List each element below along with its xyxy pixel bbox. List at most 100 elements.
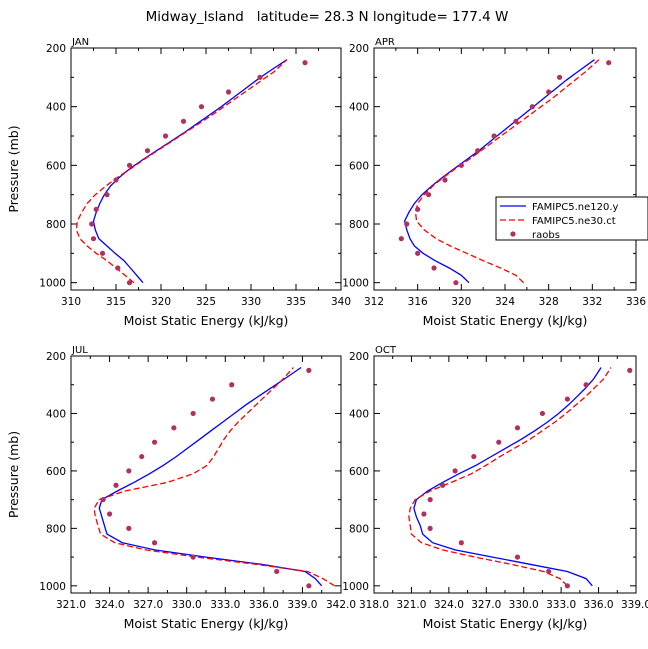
raobs-data-point: [151, 439, 158, 445]
x-tick-label: 325: [196, 296, 216, 308]
x-tick-label: 330.0: [509, 599, 539, 611]
y-tick-label: 400: [349, 408, 369, 420]
x-tick-label: 333.0: [546, 599, 576, 611]
panel-title: OCT: [375, 345, 397, 356]
x-tick-label: 324.0: [434, 599, 464, 611]
raobs-data-point: [162, 133, 169, 139]
raobs-data-point: [427, 497, 433, 503]
raobs-data-point: [180, 118, 187, 124]
legend-box: [495, 196, 648, 241]
x-axis-label: Moist Static Energy (kJ/kg): [124, 313, 289, 328]
raobs-data-point: [627, 367, 633, 373]
raobs-data-point: [190, 554, 196, 560]
raobs-data-point: [556, 74, 563, 80]
raobs-data-point: [104, 192, 110, 198]
y-tick-label: 600: [349, 160, 369, 172]
y-tick-label: 800: [46, 523, 66, 535]
series-line-ne30: [75, 59, 288, 284]
series-line-ne30: [408, 367, 612, 587]
chart-panel-apr: APR 312 316 320 324 328 332 336 200 400 600 800 1000…: [342, 37, 646, 328]
panel-title: JUL: [71, 345, 88, 356]
y-tick-label: 200: [46, 43, 66, 55]
x-tick-label: 318.0: [359, 599, 389, 611]
x-tick-label: 340: [331, 296, 351, 308]
x-tick-label: 324: [495, 296, 515, 308]
raobs-data-point: [106, 511, 113, 517]
y-tick-label: 600: [46, 466, 66, 478]
y-tick-label: 600: [349, 466, 369, 478]
x-tick-label: 328: [539, 296, 559, 308]
x-tick-label: 315: [106, 296, 126, 308]
x-tick-label: 321.0: [396, 599, 426, 611]
raobs-data-point: [190, 410, 196, 417]
x-tick-label: 333.0: [210, 599, 240, 611]
series-line-ne120: [92, 59, 288, 284]
raobs-data-point: [126, 525, 132, 531]
raobs-data-point: [539, 410, 546, 417]
series-line-ne30: [414, 59, 600, 284]
y-tick-label: 800: [46, 219, 66, 231]
x-tick-label: 339.0: [621, 599, 648, 611]
panel-title: APR: [375, 37, 395, 48]
y-tick-label: 200: [349, 351, 369, 363]
chart-panel-jul: JUL 321.0 324.0 327.0 330.0 333.0 336.0 339.0 34…: [6, 345, 356, 631]
raobs-data-point: [398, 236, 404, 242]
raobs-data-point: [421, 511, 427, 517]
y-tick-label: 200: [46, 351, 66, 363]
raobs-data-point: [113, 482, 119, 488]
raobs-data-point: [583, 382, 589, 388]
raobs-data-point: [100, 497, 106, 503]
x-tick-label: 335: [286, 296, 306, 308]
raobs-data-point: [306, 583, 312, 589]
x-axis-label: Moist Static Energy (kJ/kg): [124, 616, 289, 631]
x-tick-label: 310: [61, 296, 81, 308]
raobs-data-point: [198, 104, 205, 110]
raobs-data-point: [90, 236, 97, 242]
raobs-data-point: [431, 265, 437, 271]
raobs-data-point: [306, 367, 312, 373]
y-tick-label: 1000: [342, 581, 369, 593]
raobs-data-point: [404, 221, 410, 227]
panel-title: JAN: [71, 37, 89, 48]
raobs-data-point: [209, 396, 216, 402]
raobs-data-point: [139, 453, 145, 460]
raobs-data-point: [89, 221, 95, 227]
raobs-data-point: [458, 162, 464, 168]
y-tick-label: 1000: [342, 278, 369, 290]
raobs-data-point: [229, 382, 235, 388]
raobs-data-point: [425, 192, 432, 198]
y-tick-label: 800: [349, 523, 369, 535]
raobs-data-point: [452, 468, 458, 474]
raobs-data-point: [126, 162, 133, 168]
raobs-data-point: [427, 525, 433, 531]
plot-frame: [373, 47, 637, 291]
legend-label: FAMIPC5.ne120.y: [532, 202, 619, 213]
x-tick-label: 330.0: [172, 599, 202, 611]
x-axis-label: Moist Static Energy (kJ/kg): [423, 616, 588, 631]
raobs-data-point: [144, 148, 151, 154]
x-tick-label: 332: [582, 296, 602, 308]
y-tick-label: 400: [349, 102, 369, 114]
raobs-data-point: [564, 396, 570, 402]
raobs-data-point: [564, 583, 570, 589]
figure-title: Midway_Island latitude= 28.3 N longitude…: [146, 9, 509, 25]
legend-label: raobs: [532, 230, 560, 241]
raobs-data-point: [475, 148, 481, 154]
x-axis-label: Moist Static Energy (kJ/kg): [423, 313, 588, 328]
raobs-data-point: [302, 60, 308, 66]
raobs-data-point: [99, 250, 106, 256]
raobs-data-point: [126, 468, 132, 474]
x-tick-label: 342.0: [326, 599, 356, 611]
x-tick-label: 327.0: [471, 599, 501, 611]
raobs-data-point: [93, 206, 99, 212]
y-tick-label: 1000: [39, 581, 66, 593]
chart-panel-oct: OCT 318.0 321.0 324.0 327.0 330.0 333.0 336.0 33…: [342, 345, 648, 631]
x-tick-label: 321.0: [56, 599, 86, 611]
y-axis-label: Pressure (mb): [6, 431, 21, 518]
raobs-data-point: [126, 280, 133, 286]
raobs-data-point: [458, 540, 464, 546]
panels: JAN 310 315 320 325 330 335 340 200 400 600 800 1000…: [6, 37, 648, 631]
plot-frame: [373, 355, 637, 594]
raobs-data-point: [257, 74, 263, 80]
y-tick-label: 200: [349, 43, 369, 55]
